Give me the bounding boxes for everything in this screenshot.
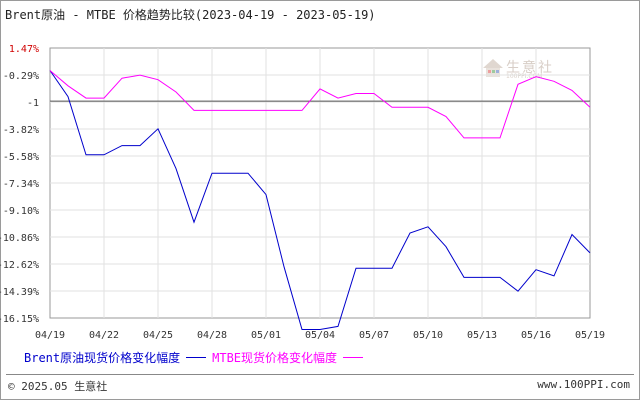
series-line-mtbe (49, 70, 591, 139)
x-tick-label: 05/01 (251, 330, 281, 341)
legend: Brent原油现货价格变化幅度 MTBE现货价格变化幅度 (24, 349, 369, 365)
x-tick-label: 04/28 (197, 330, 227, 341)
x-tick-label: 05/07 (359, 330, 389, 341)
y-tick-label: -10.86% (0, 233, 39, 244)
y-axis-labels: 1.47% -0.29% -1 -3.82% -5.58% -7.34% -9.10% -10… (0, 44, 39, 325)
y-tick-label: -16.15% (0, 314, 39, 325)
footer-copyright: © 2025.05 生意社 (8, 380, 108, 393)
y-tick-label: -5.58% (3, 152, 39, 163)
x-axis-labels: 04/19 04/22 04/25 04/28 05/01 05/04 05/07 05/10… (35, 330, 605, 341)
y-tick-label: -12.62% (0, 260, 39, 271)
x-tick-label: 05/13 (467, 330, 497, 341)
legend-swatch-mtbe (343, 356, 364, 358)
footer-divider (6, 374, 634, 375)
watermark-text: 生意社 (506, 60, 554, 76)
x-tick-label: 05/19 (575, 330, 605, 341)
x-tick-label: 05/16 (521, 330, 551, 341)
chart-title: Brent原油 - MTBE 价格趋势比较(2023-04-19 - 2023-… (5, 8, 376, 22)
y-tick-label: -7.34% (3, 179, 39, 190)
x-tick-label: 05/10 (413, 330, 443, 341)
y-tick-label: -3.82% (3, 125, 39, 136)
legend-label-mtbe: MTBE现货价格变化幅度 (212, 350, 338, 365)
watermark-sub: 100PPI.COM (506, 73, 543, 80)
y-tick-label: -0.29% (3, 71, 39, 82)
x-tick-label: 05/04 (305, 330, 335, 341)
x-tick-label: 04/25 (143, 330, 173, 341)
y-tick-label: -1 (27, 98, 39, 109)
y-tick-label: -9.10% (3, 206, 39, 217)
y-tick-label: 1.47% (9, 44, 39, 55)
legend-item-brent: Brent原油现货价格变化幅度 (24, 349, 207, 366)
series-line-brent (49, 70, 591, 330)
x-tick-label: 04/22 (89, 330, 119, 341)
legend-label-brent: Brent原油现货价格变化幅度 (24, 350, 181, 365)
legend-item-mtbe: MTBE现货价格变化幅度 (212, 349, 364, 366)
footer-site-link[interactable]: www.100PPI.com (537, 378, 630, 391)
x-tick-label: 04/19 (35, 330, 65, 341)
y-tick-label: -14.39% (0, 287, 39, 298)
watermark: 生意社 100PPI.COM (482, 57, 582, 83)
legend-swatch-brent (186, 356, 207, 358)
series-lines (49, 70, 591, 330)
house-logo-icon (483, 59, 503, 77)
